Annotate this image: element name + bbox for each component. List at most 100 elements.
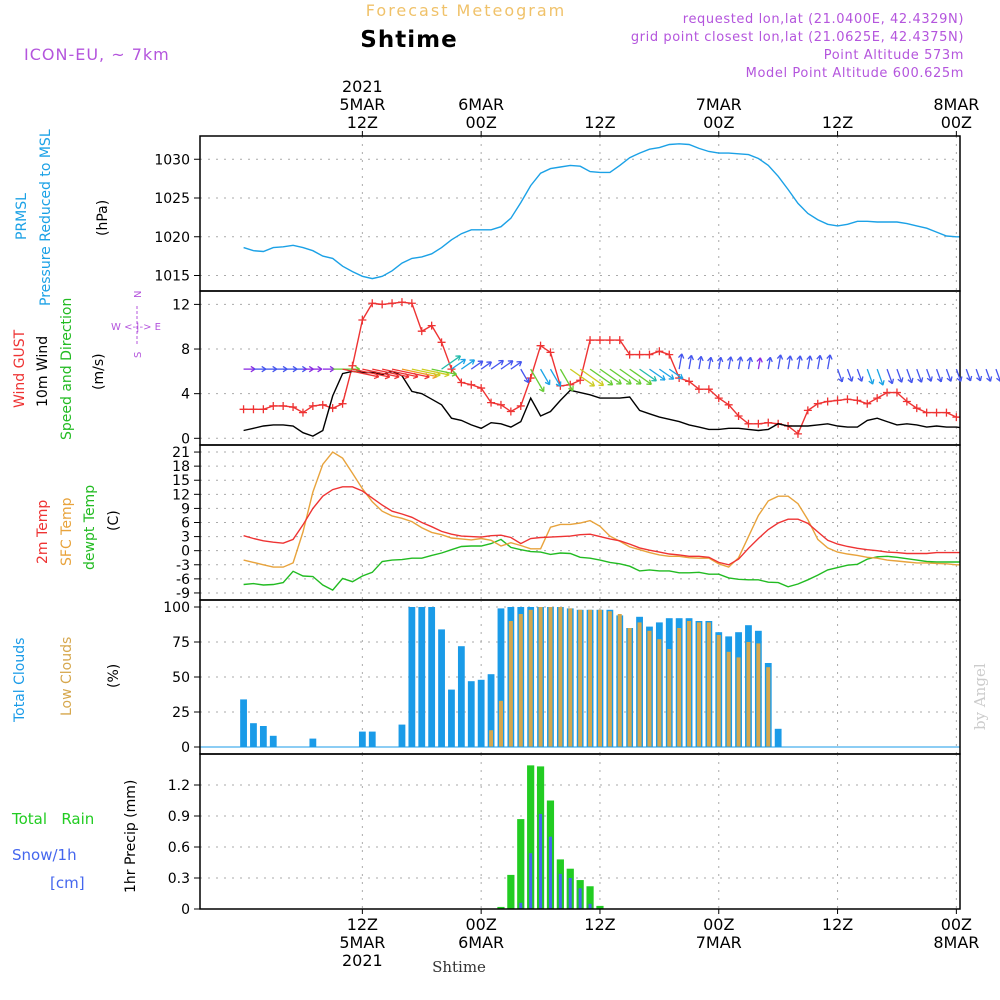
low-cloud-bar [657, 639, 662, 747]
clouds-panel: 0 25 50 75 100 [163, 599, 961, 756]
time-label: 8MAR [933, 933, 979, 952]
low-cloud-bar [667, 649, 672, 747]
wind-arrow-head [806, 355, 813, 361]
temperature-ytick-label: 9 [181, 501, 190, 517]
gust-marker [536, 341, 545, 350]
temp-dew-label: dewpt Temp [82, 485, 98, 570]
wind-arrow-head [756, 357, 763, 363]
low-cloud-bar [508, 621, 513, 747]
wind-arrow-head [986, 376, 993, 382]
total-cloud-bar [448, 689, 455, 747]
wind-frame [199, 290, 961, 446]
total-cloud-bar [309, 738, 317, 747]
temperature-ytick-label: 15 [172, 473, 190, 489]
gust-marker [615, 336, 624, 345]
wind-arrow-shaft [965, 368, 972, 382]
gust-marker [754, 419, 763, 428]
snow-bar [558, 873, 562, 909]
gust-marker [942, 408, 951, 417]
low-cloud-bar [766, 667, 771, 747]
low-cloud-bar [726, 651, 731, 747]
wind-arrow-head [507, 360, 514, 366]
wind-arrow-shaft [827, 354, 831, 370]
wind-arrow-head [746, 356, 754, 363]
wind-arrow-shaft [510, 361, 522, 370]
low-cloud-bar [756, 643, 761, 747]
wind-arrow-shaft [391, 368, 430, 378]
wind-arrow-shaft [382, 368, 418, 378]
temperature-series-2 [243, 538, 960, 591]
gust-marker [625, 350, 634, 359]
wind-arrow-head [659, 375, 666, 381]
compass-n: N [133, 291, 144, 298]
wind-arrow-head [687, 354, 694, 361]
total-cloud-bar [398, 724, 406, 747]
wind-arrow-head [786, 355, 793, 361]
temperature-marks [243, 451, 960, 591]
wind-series-1 [243, 370, 960, 437]
gust-marker [348, 361, 357, 370]
precipitation-ytick-label: 0.3 [168, 871, 190, 887]
gust-marker [437, 338, 446, 347]
wind-arrow-head [826, 354, 833, 360]
total-cloud-bar [250, 723, 257, 747]
wind-arrow-head [498, 359, 504, 366]
requested-coordinates: requested lon,lat (21.0400E, 42.4329N) [683, 12, 964, 27]
gust-marker [813, 399, 822, 408]
time-label: 00Z [941, 113, 972, 132]
wind-arrow-shaft [698, 356, 702, 370]
rain-label: Total Rain [11, 810, 94, 828]
precipitation-marks [200, 765, 960, 909]
wind-arrow-shaft [935, 368, 942, 383]
gust-marker [239, 405, 248, 414]
wind-arrow-shaft [757, 357, 761, 370]
gust-marker [546, 348, 555, 357]
wind-arrow-head [589, 381, 596, 387]
wind-arrow-shaft [767, 357, 771, 370]
model-point-altitude: Model Point Altitude 600.625m [746, 66, 964, 81]
gust-marker [447, 365, 456, 374]
rain-bar [586, 886, 594, 909]
temp-2m-label: 2m Temp [35, 500, 51, 564]
wind-arrow-head [651, 376, 657, 382]
wind-arrow-shaft [451, 358, 466, 370]
wind-arrow-shaft [460, 359, 475, 370]
wind-arrow-head [460, 358, 466, 365]
snow-unit: [cm] [50, 874, 85, 892]
low-cloud-bar [528, 609, 533, 747]
gust-marker [744, 419, 753, 428]
gust-marker [397, 298, 406, 307]
gust-marker [279, 401, 288, 410]
wind-arrow-shaft [916, 368, 923, 383]
wind-arrow-shaft [708, 357, 712, 370]
panels-layer: 101510201025103004812-9-6-30369121518210… [154, 135, 1000, 918]
wind-ytick-label: 8 [181, 342, 190, 358]
gust-marker [477, 384, 486, 393]
total-cloud-bar [457, 646, 465, 747]
total-cloud-bar [368, 731, 376, 747]
gust-marker [318, 400, 327, 409]
wind-gust-label: Wind GUST [12, 329, 28, 408]
time-label: 12Z [584, 113, 615, 132]
gust-marker [496, 400, 505, 409]
temperature-ytick-label: 3 [181, 530, 190, 546]
pressure-unit: (hPa) [95, 200, 111, 236]
low-cloud-bar [597, 609, 602, 747]
clouds-ytick-label: 0 [181, 740, 190, 756]
gust-marker [952, 413, 960, 422]
wind-arrow-shaft [807, 355, 811, 370]
low-cloud-bar [706, 622, 711, 747]
precipitation-frame [199, 753, 961, 910]
wind-arrow-head [816, 354, 823, 361]
wind-arrow-shaft [411, 368, 441, 376]
wind-arrow-head [888, 378, 895, 385]
wind-arrow-head [451, 370, 458, 377]
wind-arrow-shaft [421, 368, 450, 376]
wind-arrow-shaft [975, 368, 982, 382]
wind-arrow-head [668, 374, 675, 380]
total-cloud-bar [487, 674, 495, 747]
time-label: 5MAR [339, 933, 385, 952]
wind-arrow-shaft [480, 361, 492, 370]
